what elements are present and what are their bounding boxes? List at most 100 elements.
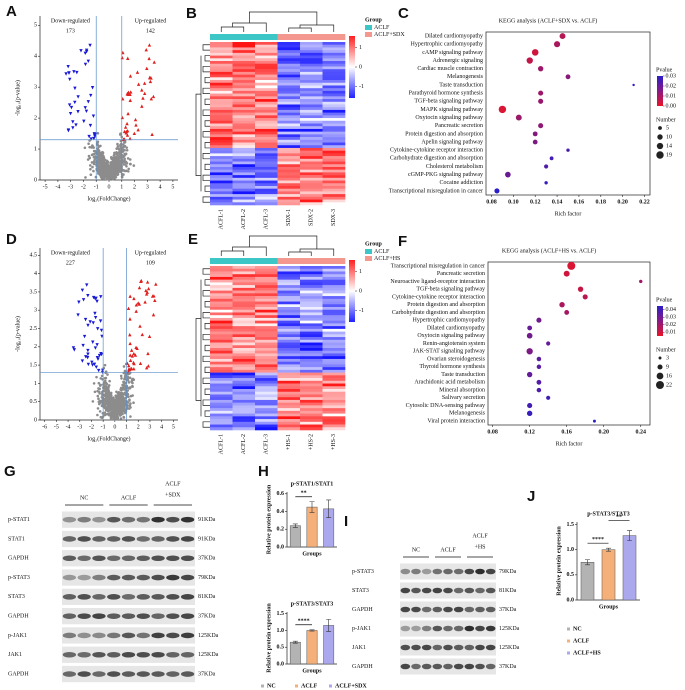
blot-band	[180, 632, 195, 639]
blot-band	[107, 536, 121, 542]
heatmap-cell	[300, 137, 323, 141]
heatmap-cell	[277, 323, 301, 327]
point	[128, 136, 132, 141]
heatmap-cell	[232, 42, 256, 46]
heatmap-cell	[322, 298, 346, 302]
heatmap-cell	[232, 52, 256, 56]
heatmap-cell	[255, 88, 278, 92]
point	[125, 165, 128, 168]
heatmap-cell	[210, 185, 233, 189]
heatmap-cell	[300, 50, 323, 54]
heatmap-cell	[255, 175, 278, 179]
heatmap-cell	[232, 268, 256, 272]
point	[89, 137, 93, 141]
heatmap-cell	[232, 353, 256, 357]
point	[128, 399, 131, 402]
blot-band	[92, 594, 106, 600]
heatmap-cell	[277, 88, 301, 92]
legend-title: Pvalue	[656, 297, 673, 303]
pathway-label: Dilated cardiomyopathy	[425, 33, 483, 39]
dot	[546, 395, 551, 400]
legend-swatch	[365, 25, 372, 30]
heatmap-cell	[300, 342, 323, 346]
heatmap-cell	[300, 386, 323, 390]
blot-band	[166, 555, 180, 562]
blot-band	[421, 625, 432, 632]
y-tick-label: 1.0	[567, 547, 575, 553]
point	[88, 156, 92, 160]
point	[105, 396, 108, 400]
size-legend-dot	[658, 126, 662, 130]
blot-band	[443, 663, 453, 670]
blot-band	[400, 625, 411, 632]
heatmap-cell	[277, 185, 301, 189]
blot-band	[92, 536, 106, 542]
heatmap-cell	[277, 202, 301, 206]
heatmap-cell	[210, 177, 233, 181]
heatmap-cell	[255, 309, 278, 313]
blot-band	[453, 587, 464, 594]
heatmap-cell	[300, 413, 323, 417]
size-legend-label: 22	[666, 382, 672, 388]
point	[137, 285, 142, 290]
heatmap-cell	[300, 118, 323, 122]
blot-band	[464, 606, 475, 613]
heatmap-cell	[255, 161, 278, 165]
heatmap-cell	[277, 58, 301, 62]
dot	[526, 410, 533, 417]
legend-label: ACLF	[573, 638, 590, 644]
pathway-label: Protein digestion and absorption	[407, 302, 485, 308]
point	[109, 164, 112, 168]
size-legend-dot	[656, 142, 664, 150]
heatmap-cell	[300, 361, 323, 365]
heatmap-cell	[277, 328, 301, 332]
heatmap-cell	[300, 175, 323, 179]
heatmap-cell	[255, 137, 278, 141]
column-dendrogram	[220, 11, 335, 32]
dot	[536, 379, 542, 385]
blot-band	[136, 632, 150, 639]
column-label: ACFL-3	[264, 434, 270, 454]
heatmap-cell	[210, 386, 233, 390]
heatmap-cell	[255, 266, 278, 270]
x-tick-label: 1	[125, 424, 128, 430]
heatmap-cell	[232, 408, 256, 412]
heatmap-cell	[277, 353, 301, 357]
pathway-label: Neuroactive ligand-receptor interaction	[390, 279, 485, 285]
heatmap-cell	[255, 123, 278, 127]
heatmap-cell	[322, 317, 346, 321]
heatmap-cell	[255, 293, 278, 297]
heatmap-cell	[300, 419, 323, 423]
heatmap-cell	[255, 304, 278, 308]
heatmap-cell	[210, 372, 233, 376]
point	[88, 43, 92, 48]
blot-band	[464, 625, 475, 632]
x-axis-label: Rich factor	[556, 440, 583, 447]
heatmap-cell	[277, 50, 301, 54]
heatmap-cell	[277, 378, 301, 382]
heatmap-cell	[322, 315, 346, 319]
blot-band	[121, 555, 136, 562]
heatmap-cell	[322, 115, 346, 119]
heatmap-cell	[322, 44, 346, 48]
point	[86, 100, 91, 104]
heatmap-cell	[232, 364, 256, 368]
point	[99, 377, 103, 380]
heatmap-cell	[322, 74, 346, 78]
heatmap-cell	[210, 358, 233, 362]
point	[92, 162, 96, 166]
legend-title: Group	[365, 17, 383, 23]
error-bar	[326, 619, 332, 632]
heatmap-cell	[300, 185, 323, 189]
heatmap-cell	[300, 345, 323, 349]
heatmap-cell	[322, 137, 346, 141]
heatmap-cell	[300, 331, 323, 335]
heatmap-cell	[255, 147, 278, 151]
blot-band	[180, 536, 195, 542]
x-tick-label: -5	[43, 184, 48, 190]
heatmap-cell	[277, 109, 301, 113]
legend-title: Pvalue	[656, 67, 673, 73]
point	[144, 48, 148, 52]
heatmap-cell	[255, 50, 278, 54]
point	[76, 313, 80, 317]
